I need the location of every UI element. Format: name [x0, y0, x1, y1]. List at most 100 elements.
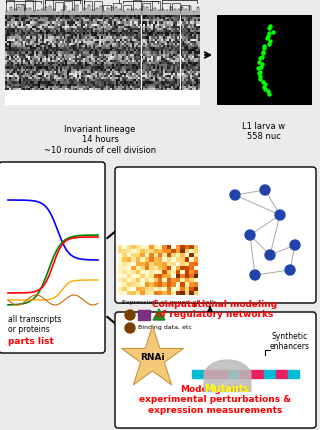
Bar [118, 17, 120, 19]
Bar [17, 66, 19, 68]
Bar [110, 28, 112, 30]
Bar [161, 15, 163, 17]
Bar [140, 64, 141, 66]
Bar [153, 64, 155, 66]
Bar [5, 77, 7, 79]
Bar [54, 73, 56, 75]
Bar [157, 39, 159, 41]
Bar [15, 73, 17, 75]
Bar [138, 58, 140, 60]
Bar [153, 75, 155, 77]
Bar [97, 24, 99, 26]
Bar [5, 64, 7, 66]
Bar [100, 32, 102, 34]
Bar [165, 28, 167, 30]
Bar [149, 26, 151, 28]
Bar [138, 26, 140, 28]
Bar [128, 28, 130, 30]
Bar [128, 34, 130, 37]
Bar [97, 64, 99, 66]
Bar [20, 58, 22, 60]
Bar [163, 45, 165, 47]
Bar [85, 34, 87, 37]
Bar [36, 24, 38, 26]
Bar [149, 41, 151, 43]
Bar [28, 81, 30, 83]
Bar [106, 17, 108, 19]
Bar [145, 62, 147, 64]
Bar [89, 41, 91, 43]
Bar [108, 75, 110, 77]
Bar [28, 60, 30, 62]
Bar [114, 68, 116, 71]
Bar [110, 60, 112, 62]
Bar [175, 73, 177, 75]
Bar [118, 19, 120, 22]
Bar [95, 17, 97, 19]
Bar [48, 43, 50, 45]
Bar [87, 68, 89, 71]
Bar [89, 62, 91, 64]
Bar [132, 75, 134, 77]
Bar [149, 79, 151, 81]
Bar [120, 37, 122, 39]
Bar [11, 45, 13, 47]
Bar [179, 64, 180, 66]
Bar [138, 56, 140, 58]
Bar [145, 37, 147, 39]
Bar [159, 62, 161, 64]
Bar [91, 54, 93, 56]
Bar [141, 88, 143, 90]
Bar [130, 73, 132, 75]
Bar [69, 54, 71, 56]
Bar [136, 26, 138, 28]
Bar [116, 15, 118, 17]
Bar [118, 58, 120, 60]
Bar [61, 39, 63, 41]
Bar [122, 15, 124, 17]
Bar [69, 71, 71, 73]
Bar [32, 66, 34, 68]
Bar [171, 86, 173, 88]
Bar [40, 49, 42, 52]
Bar [22, 34, 25, 37]
Bar [66, 52, 68, 54]
Bar [61, 24, 63, 26]
Bar [190, 68, 192, 71]
Bar [151, 41, 153, 43]
Bar [175, 79, 177, 81]
Bar [126, 30, 128, 32]
Bar [54, 52, 56, 54]
Bar [17, 86, 19, 88]
Bar [153, 34, 155, 37]
Bar [100, 22, 102, 24]
Bar [68, 39, 69, 41]
Bar [157, 47, 159, 49]
Bar [120, 77, 122, 79]
Bar [124, 71, 126, 73]
Bar [5, 43, 7, 45]
Bar [171, 24, 173, 26]
Bar [177, 28, 179, 30]
Bar [149, 64, 151, 66]
Bar [114, 32, 116, 34]
Bar [46, 62, 48, 64]
Bar [138, 28, 140, 30]
Bar [140, 83, 141, 86]
Bar [63, 52, 66, 54]
Bar [69, 32, 71, 34]
Bar [184, 49, 186, 52]
Bar [25, 62, 27, 64]
Bar [17, 58, 19, 60]
Bar [161, 64, 163, 66]
Bar [32, 81, 34, 83]
Bar [34, 19, 36, 22]
Bar [19, 62, 20, 64]
Bar [128, 88, 130, 90]
Bar [140, 49, 141, 52]
Bar [196, 62, 198, 64]
Bar [46, 34, 48, 37]
Bar [93, 83, 95, 86]
Bar [100, 60, 102, 62]
Bar [288, 370, 299, 378]
